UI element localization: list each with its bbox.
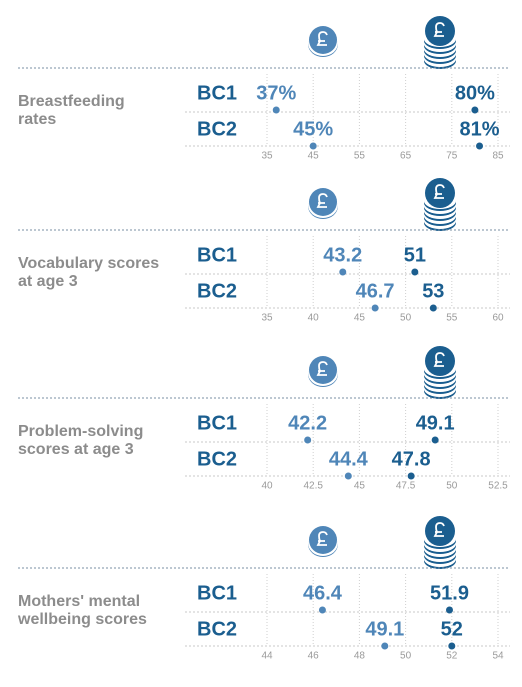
- category-label: BC1: [197, 82, 237, 104]
- x-tick-label: 52: [446, 651, 458, 662]
- pound-glyph: [433, 184, 445, 199]
- coin-face: [425, 516, 455, 546]
- dot: [429, 304, 437, 312]
- data-label: 44.4: [329, 448, 369, 470]
- coin-face: [309, 188, 337, 216]
- dot: [431, 436, 439, 444]
- coin-face: [425, 178, 455, 208]
- dot: [371, 304, 379, 312]
- coin-face: [309, 526, 337, 554]
- category-label: BC2: [197, 448, 237, 470]
- x-tick-label: 40: [261, 481, 273, 492]
- x-tick-label: 46: [308, 651, 320, 662]
- data-label: 51.9: [430, 582, 469, 604]
- data-label: 81%: [460, 118, 500, 140]
- panel-title: Mothers' mental wellbeing scores: [18, 593, 147, 628]
- pound-glyph: [316, 531, 328, 546]
- dot: [448, 642, 456, 650]
- coin-stack-icon: [424, 346, 456, 399]
- dot: [339, 268, 347, 276]
- x-tick-label: 52.5: [488, 481, 508, 492]
- data-label: 51: [404, 244, 426, 266]
- coin-face: [309, 26, 337, 54]
- dot: [304, 436, 312, 444]
- single-coin-icon: [308, 526, 338, 557]
- x-tick-label: 45: [354, 481, 366, 492]
- data-label: 47.8: [392, 448, 431, 470]
- data-label: 43.2: [323, 244, 362, 266]
- data-label: 46.4: [303, 582, 343, 604]
- x-tick-label: 35: [261, 313, 273, 324]
- category-label: BC2: [197, 618, 237, 640]
- single-coin-icon: [308, 188, 338, 219]
- category-label: BC1: [197, 244, 237, 266]
- data-label: 45%: [293, 118, 333, 140]
- x-tick-label: 50: [400, 651, 412, 662]
- data-label: 52: [441, 618, 463, 640]
- dot: [318, 606, 326, 614]
- dot: [445, 606, 453, 614]
- dot: [309, 142, 317, 150]
- data-label: 49.1: [365, 618, 404, 640]
- x-tick-label: 48: [354, 651, 366, 662]
- pound-glyph: [433, 522, 445, 537]
- x-tick-label: 45: [308, 151, 320, 162]
- category-label: BC2: [197, 118, 237, 140]
- panel-title: Problem-solving scores at age 3: [18, 423, 144, 458]
- data-label: 46.7: [356, 280, 395, 302]
- category-label: BC1: [197, 582, 237, 604]
- single-coin-icon: [308, 356, 338, 387]
- x-tick-label: 50: [400, 313, 412, 324]
- coin-stack-icon: [424, 516, 456, 569]
- x-tick-label: 50: [446, 481, 458, 492]
- pound-glyph: [433, 352, 445, 367]
- category-label: BC1: [197, 412, 237, 434]
- x-tick-label: 35: [261, 151, 273, 162]
- data-label: 53: [422, 280, 444, 302]
- coin-face: [425, 16, 455, 46]
- dot: [471, 106, 479, 114]
- x-tick-label: 55: [446, 313, 458, 324]
- x-tick-label: 85: [492, 151, 504, 162]
- panel-title: Vocabulary scores at age 3: [18, 255, 160, 290]
- coin-stack-icon: [424, 178, 456, 231]
- dot: [381, 642, 389, 650]
- x-tick-label: 54: [492, 651, 504, 662]
- coin-face: [309, 356, 337, 384]
- x-tick-label: 45: [354, 313, 366, 324]
- pound-glyph: [316, 31, 328, 46]
- coin-face: [425, 346, 455, 376]
- x-tick-label: 42.5: [303, 481, 323, 492]
- x-tick-label: 65: [400, 151, 412, 162]
- dot: [344, 472, 352, 480]
- coin-stack-icon: [424, 16, 456, 69]
- dot: [272, 106, 280, 114]
- x-tick-label: 55: [354, 151, 366, 162]
- data-label: 49.1: [416, 412, 455, 434]
- x-tick-label: 47.5: [396, 481, 416, 492]
- pound-glyph: [316, 193, 328, 208]
- x-tick-label: 60: [492, 313, 504, 324]
- dot: [476, 142, 484, 150]
- data-label: 80%: [455, 82, 495, 104]
- data-label: 37%: [256, 82, 296, 104]
- panel-title: Breastfeeding rates: [18, 93, 125, 128]
- x-tick-label: 44: [261, 651, 273, 662]
- x-tick-label: 75: [446, 151, 458, 162]
- data-label: 42.2: [288, 412, 327, 434]
- x-tick-label: 40: [308, 313, 320, 324]
- pound-glyph: [316, 361, 328, 376]
- dot: [407, 472, 415, 480]
- pound-glyph: [433, 22, 445, 37]
- dot: [411, 268, 419, 276]
- single-coin-icon: [308, 26, 338, 57]
- category-label: BC2: [197, 280, 237, 302]
